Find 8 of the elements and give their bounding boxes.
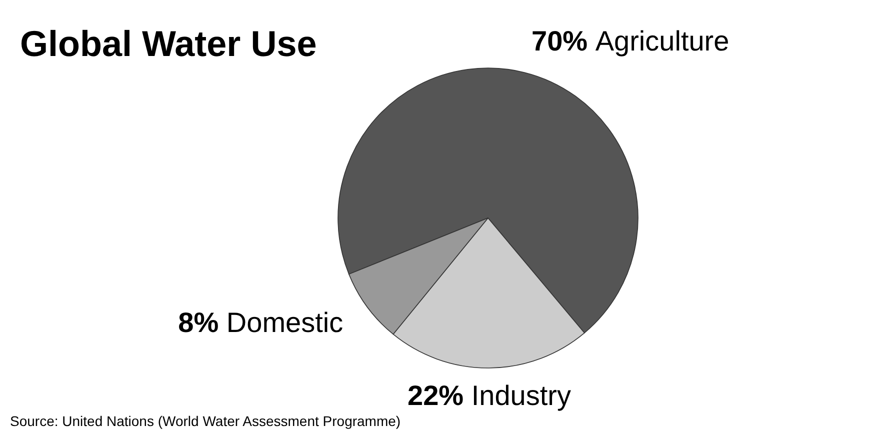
source-note: Source: United Nations (World Water Assessment Programme): [10, 413, 401, 429]
chart-title: Global Water Use: [20, 23, 317, 64]
data-label: 70%: [532, 26, 596, 57]
slice-label: Domestic: [226, 307, 344, 338]
slice-label: Industry: [471, 380, 571, 412]
data-label: 22%: [408, 380, 472, 412]
data-label: 8%: [178, 307, 226, 338]
slice-label: Agriculture: [595, 26, 730, 57]
